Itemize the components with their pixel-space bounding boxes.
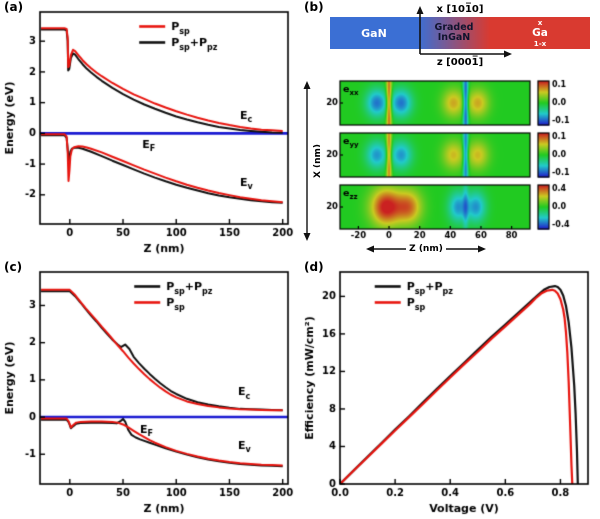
strain-map-eyy-canvas xyxy=(320,130,574,180)
graded-ingan-region: Graded InGaN xyxy=(418,17,490,49)
panel-label-c: (c) xyxy=(4,260,23,274)
z-axis-right-arrow-icon xyxy=(445,245,486,253)
ingan-region: In x Ga 1-x N xyxy=(490,6,590,60)
x-axis-direction-label: x [101̅0] xyxy=(436,4,484,15)
device-schematic: x [101̅0] GaN Graded InGaN In x Ga 1-x N z [… xyxy=(330,4,590,76)
gan-region: GaN xyxy=(330,17,418,49)
x-axis-double-arrow-icon xyxy=(303,81,311,241)
layer-stack-bar: GaN Graded InGaN In x Ga 1-x N xyxy=(330,6,590,60)
strain-maps-xlabel: Z (nm) xyxy=(409,244,443,254)
panel-d-efficiency-chart xyxy=(302,264,598,516)
panel-a-band-diagram-chart xyxy=(2,4,298,256)
schematic-axes-arrows-icon xyxy=(416,6,512,58)
strain-map-exx-canvas xyxy=(320,78,574,128)
strain-maps-y-axis: X (nm) xyxy=(302,78,323,244)
graded-label-line1: Graded xyxy=(434,22,474,34)
panel-label-b: (b) xyxy=(304,0,324,14)
strain-maps-column xyxy=(320,78,574,246)
z-axis-direction-label: z [0001̅] xyxy=(436,57,484,68)
strain-map-ezz-canvas xyxy=(320,182,574,244)
z-axis-left-arrow-icon xyxy=(366,245,407,253)
panel-b: x [101̅0] GaN Graded InGaN In x Ga 1-x N z [… xyxy=(300,2,598,258)
panel-label-d: (d) xyxy=(304,260,324,274)
strain-maps-x-axis: Z (nm) xyxy=(320,244,532,254)
graded-label-line2: InGaN xyxy=(437,32,471,43)
panel-label-a: (a) xyxy=(4,0,24,14)
panel-c-band-diagram-chart xyxy=(2,264,298,516)
